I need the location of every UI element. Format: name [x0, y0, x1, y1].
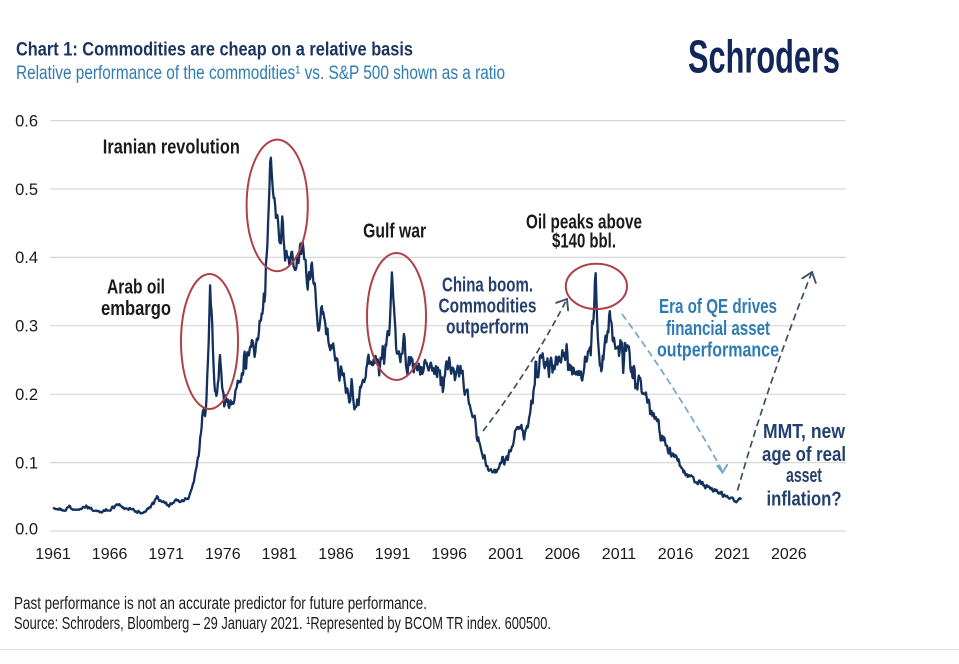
svg-text:0.0: 0.0	[15, 521, 38, 539]
svg-text:embargo: embargo	[101, 298, 171, 320]
svg-text:inflation?: inflation?	[767, 489, 842, 511]
svg-text:outperformance: outperformance	[657, 340, 779, 362]
svg-text:1961: 1961	[35, 546, 71, 563]
svg-text:1981: 1981	[262, 546, 298, 563]
svg-text:1991: 1991	[375, 546, 411, 563]
svg-text:1971: 1971	[148, 546, 184, 563]
svg-text:asset: asset	[786, 465, 822, 487]
svg-text:0.2: 0.2	[15, 386, 38, 404]
svg-text:MMT, new: MMT, new	[763, 421, 845, 443]
svg-text:Source: Schroders, Bloomberg –: Source: Schroders, Bloomberg – 29 Januar…	[14, 613, 551, 633]
svg-text:Chart 1: Commodities are cheap: Chart 1: Commodities are cheap on a rela…	[16, 38, 413, 60]
svg-text:Relative performance of the co: Relative performance of the commodities¹…	[16, 63, 505, 84]
svg-text:Iranian revolution: Iranian revolution	[103, 137, 240, 159]
svg-text:1966: 1966	[92, 546, 128, 563]
svg-text:2006: 2006	[545, 546, 581, 563]
svg-text:2011: 2011	[602, 546, 637, 563]
svg-text:age of real: age of real	[762, 444, 846, 466]
svg-text:Era of QE drives: Era of QE drives	[659, 296, 777, 318]
svg-text:Schroders: Schroders	[688, 31, 840, 83]
svg-text:0.3: 0.3	[15, 318, 38, 336]
svg-text:Gulf war: Gulf war	[363, 221, 426, 243]
svg-text:0.6: 0.6	[15, 112, 38, 130]
svg-text:1986: 1986	[318, 546, 354, 563]
svg-text:1996: 1996	[431, 546, 467, 563]
svg-text:0.1: 0.1	[15, 454, 38, 472]
svg-text:Arab oil: Arab oil	[107, 277, 165, 299]
svg-text:financial asset: financial asset	[666, 318, 770, 340]
svg-text:China boom.: China boom.	[442, 275, 533, 297]
svg-text:2026: 2026	[771, 546, 807, 563]
svg-text:$140 bbl.: $140 bbl.	[552, 231, 616, 253]
svg-text:2001: 2001	[488, 546, 524, 563]
svg-text:Commodities: Commodities	[439, 296, 537, 318]
svg-text:outperform: outperform	[446, 317, 529, 339]
svg-text:2016: 2016	[658, 546, 694, 563]
svg-text:0.5: 0.5	[15, 181, 38, 199]
svg-text:1976: 1976	[205, 546, 241, 563]
svg-text:Oil peaks above: Oil peaks above	[526, 212, 642, 234]
svg-text:2021: 2021	[714, 546, 750, 563]
svg-text:Past performance is not an acc: Past performance is not an accurate pred…	[14, 593, 427, 613]
svg-text:0.4: 0.4	[15, 249, 38, 267]
